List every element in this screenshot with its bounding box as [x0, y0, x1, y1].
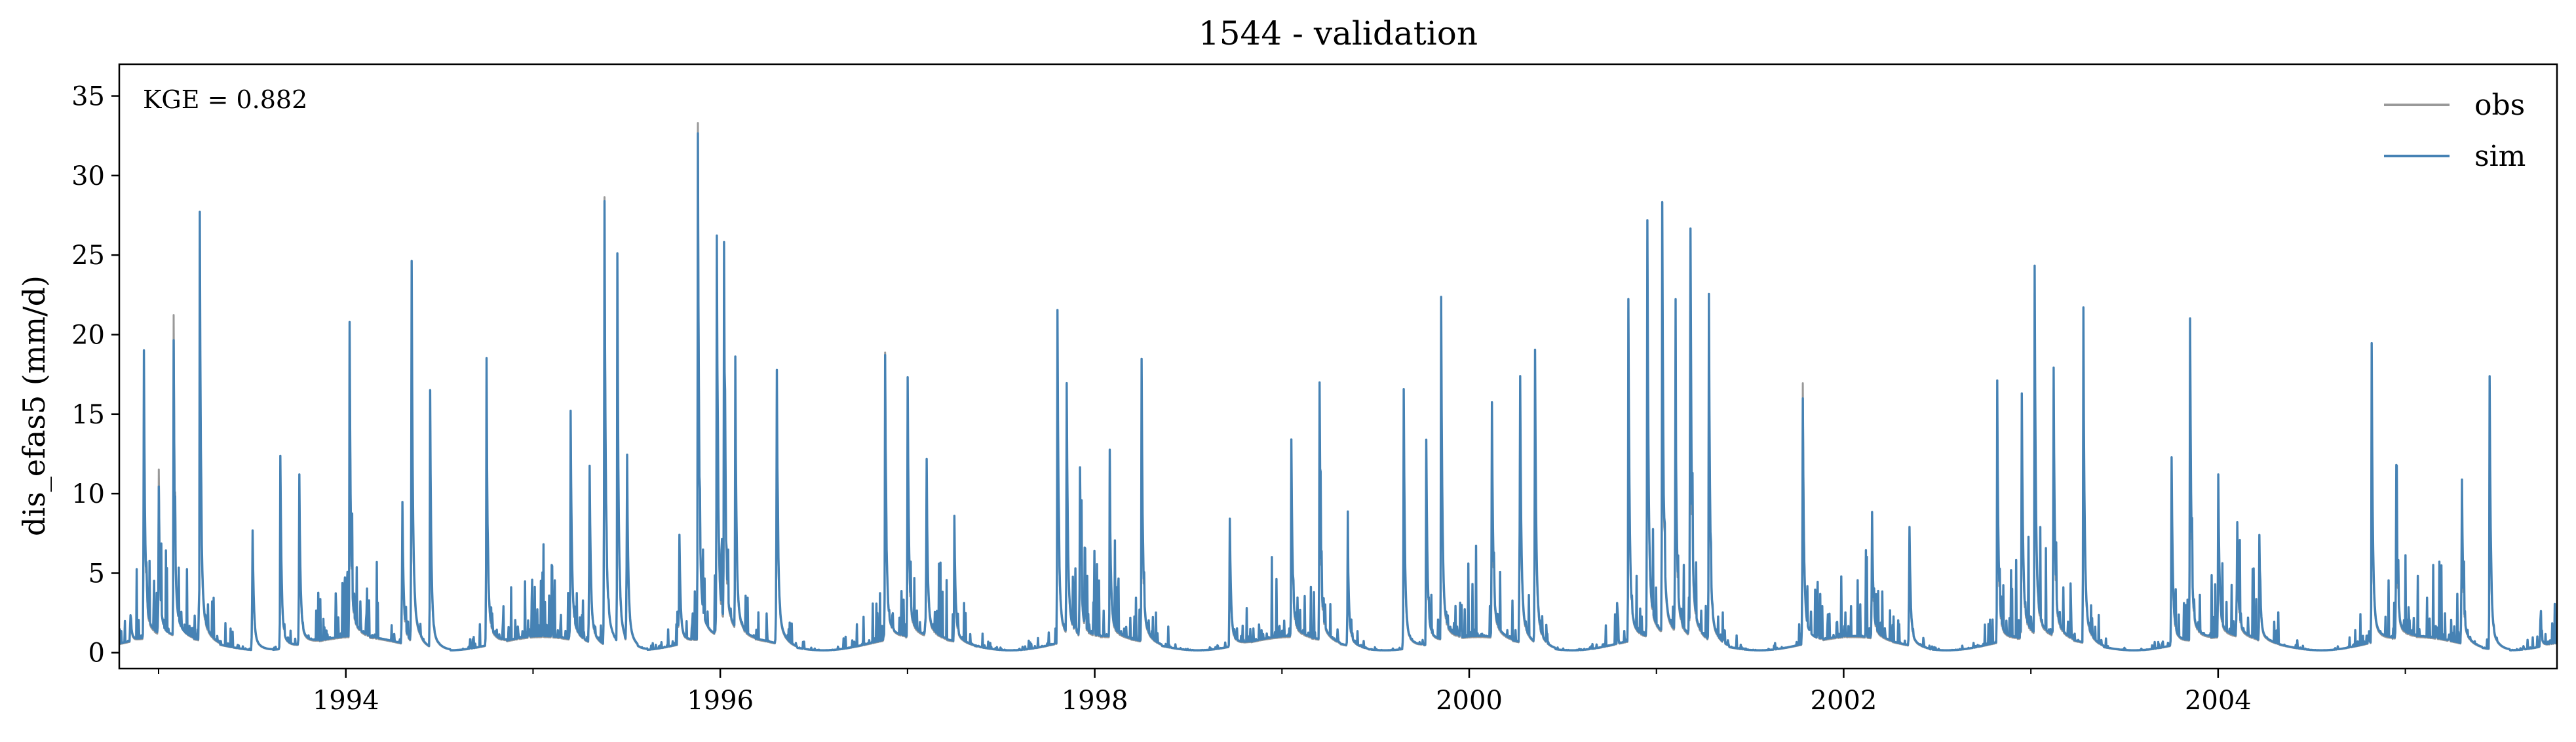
- x-tick-label: 2004: [2185, 686, 2252, 716]
- chart-title: 1544 - validation: [1199, 14, 1478, 52]
- y-tick-label: 35: [71, 82, 105, 112]
- y-axis: 0 5 10 15 20 25 30 35: [71, 82, 119, 669]
- kge-annotation: KGE = 0.882: [143, 85, 307, 114]
- x-tick-label: 1998: [1062, 686, 1128, 716]
- x-tick-label: 1996: [687, 686, 754, 716]
- y-tick-label: 15: [71, 400, 105, 430]
- x-tick-label: 2002: [1811, 686, 1877, 716]
- legend-label-sim: sim: [2474, 140, 2526, 173]
- y-axis-label: dis_efas5 (mm/d): [16, 275, 52, 536]
- series-layer: [119, 122, 2557, 652]
- y-tick-label: 5: [88, 558, 105, 589]
- series-line-sim: [119, 132, 2557, 652]
- x-tick-label: 1994: [313, 686, 379, 716]
- x-axis: 1994 1996 1998 2000 2002 2004: [158, 669, 2406, 716]
- plot-frame: [118, 63, 2558, 670]
- y-tick-label: 25: [71, 241, 105, 271]
- x-tick-label: 2000: [1436, 686, 1503, 716]
- plot-area: 1994 1996 1998 2000 2002 2004 0 5 10 15 20 25 30 35: [71, 63, 2558, 716]
- y-tick-label: 20: [71, 320, 105, 350]
- legend-label-obs: obs: [2474, 88, 2525, 122]
- y-tick-label: 0: [88, 638, 105, 669]
- legend: obs sim: [2384, 88, 2526, 173]
- y-tick-label: 30: [71, 161, 105, 191]
- y-tick-label: 10: [71, 479, 105, 509]
